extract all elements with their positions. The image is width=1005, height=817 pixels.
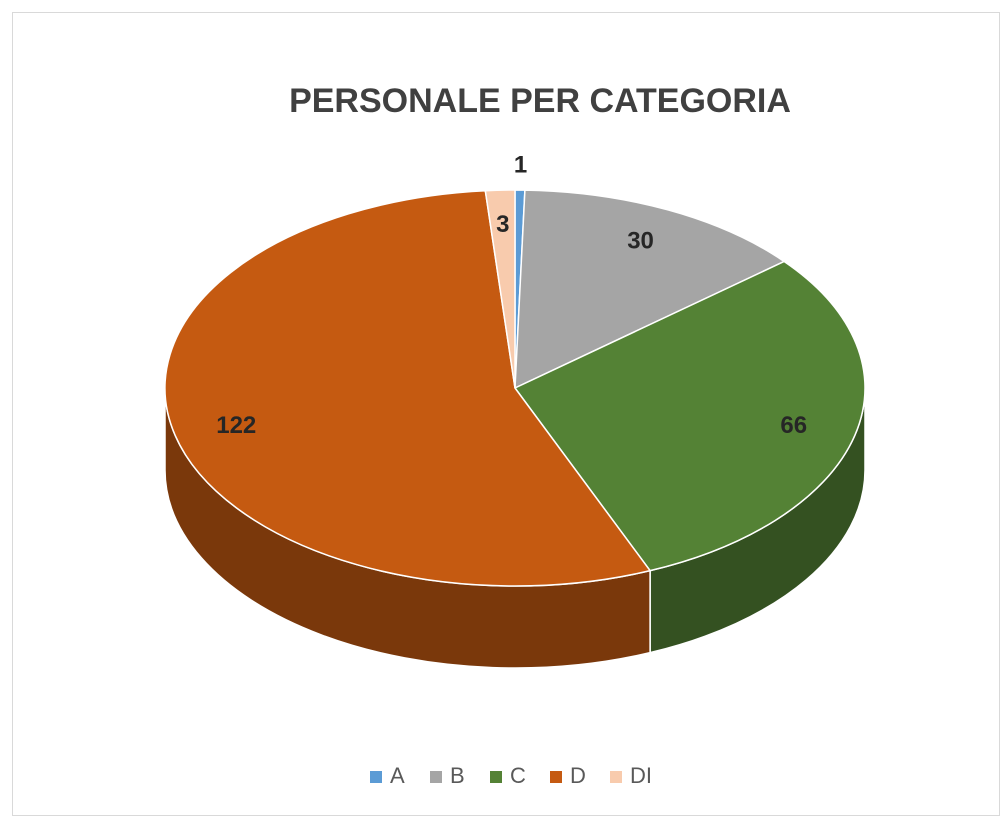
legend-label: D <box>570 763 586 788</box>
legend-swatch <box>490 771 502 783</box>
legend-swatch <box>610 771 622 783</box>
slice <box>484 189 516 389</box>
legend-swatch <box>550 771 562 783</box>
data-label: 1 <box>514 152 527 179</box>
legend-swatch <box>430 771 442 783</box>
slice <box>164 189 652 587</box>
chart-title: PERSONALE PER CATEGORIA <box>289 82 791 120</box>
data-label: 122 <box>216 412 256 439</box>
legend-swatch <box>370 771 382 783</box>
legend-label: C <box>510 763 526 788</box>
data-label: 66 <box>780 412 807 439</box>
data-label: 3 <box>496 211 509 238</box>
data-label: 30 <box>627 227 654 254</box>
legend-label: DI <box>630 763 652 788</box>
legend-label: B <box>450 763 465 788</box>
slice <box>513 260 866 572</box>
slice <box>514 189 786 390</box>
legend-label: A <box>390 763 405 788</box>
